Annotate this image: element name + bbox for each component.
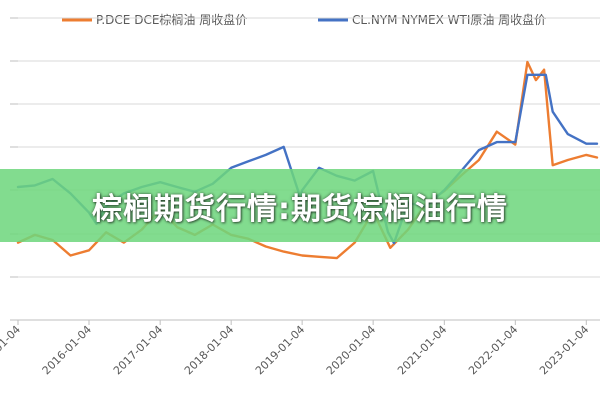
x-tick-label: 2023-01-04 (537, 323, 591, 377)
chart-legend: P.DCE DCE棕榈油 周收盘价 CL.NYM NYMEX WTI原油 周收盘价 (62, 12, 546, 27)
x-tick-label: 2016-01-04 (40, 323, 94, 377)
x-tick-label: 2018-01-04 (182, 323, 236, 377)
x-tick-label: 2021-01-04 (395, 323, 449, 377)
x-tick-label: 2020-01-04 (324, 323, 378, 377)
legend-label: CL.NYM NYMEX WTI原油 周收盘价 (352, 12, 546, 27)
x-axis: 2015-01-04 2016-01-04 2017-01-04 2018-01-04… (0, 320, 591, 377)
title-banner: 棕榈期货行情:期货棕榈油行情 (0, 169, 600, 242)
x-tick-label: 2022-01-04 (466, 323, 520, 377)
x-tick-label: 2019-01-04 (253, 323, 307, 377)
banner-title: 棕榈期货行情:期货棕榈油行情 (92, 191, 508, 227)
legend-label: P.DCE DCE棕榈油 周收盘价 (96, 12, 247, 27)
x-tick-label: 2017-01-04 (111, 323, 165, 377)
x-tick-label: 2015-01-04 (0, 323, 23, 377)
